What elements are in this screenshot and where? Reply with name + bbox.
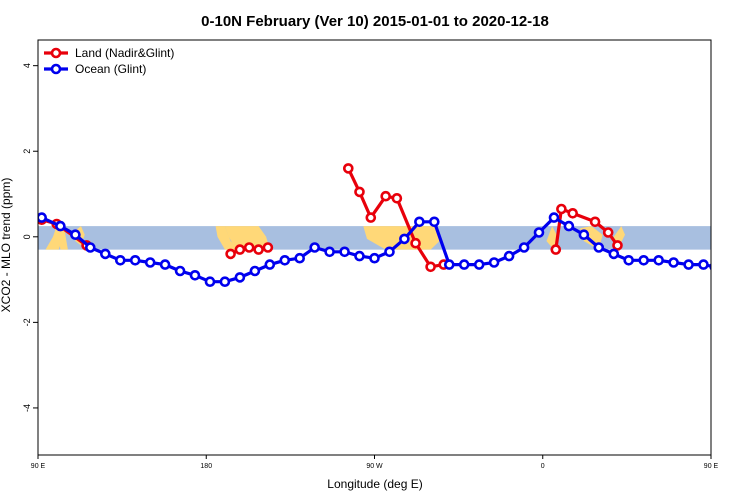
y-tick-label: 0: [22, 234, 32, 239]
ocean-point: [709, 263, 711, 271]
ocean-point: [593, 242, 605, 253]
land-point: [243, 242, 255, 253]
ocean-point: [70, 229, 81, 240]
land-point: [365, 212, 377, 223]
land-patch-5: [224, 226, 270, 250]
ocean-point: [115, 254, 126, 266]
land-point: [380, 190, 392, 202]
ocean-point: [294, 252, 306, 264]
ocean-point: [309, 242, 321, 253]
ocean-point: [638, 254, 650, 266]
ocean-point: [488, 257, 500, 268]
ocean-point: [518, 242, 530, 253]
ocean-point: [204, 276, 216, 288]
land-patch-2: [56, 226, 68, 250]
ocean-point: [548, 212, 560, 223]
ocean-point: [443, 259, 455, 270]
ocean-point: [428, 216, 440, 228]
legend-land-label: Land (Nadir&Glint): [75, 46, 174, 60]
ocean-point: [249, 265, 261, 277]
ocean-series-line-1: [41, 216, 711, 284]
land-patch-7: [546, 226, 558, 250]
land-point: [354, 186, 365, 198]
ocean-point: [129, 254, 141, 266]
ocean-point: [354, 250, 365, 262]
land-point: [567, 208, 579, 219]
land-patch-4: [215, 226, 240, 250]
ocean-point: [339, 246, 350, 258]
ocean-point: [608, 248, 620, 260]
ocean-point: [563, 220, 575, 232]
ocean-point: [144, 257, 156, 268]
land-point: [225, 248, 236, 260]
chart-title: 0-10N February (Ver 10) 2015-01-01 to 20…: [201, 13, 549, 30]
land-point: [550, 244, 562, 255]
ocean-point: [369, 252, 380, 264]
legend-ocean-label: Ocean (Glint): [75, 62, 146, 76]
ocean-point: [85, 242, 96, 253]
ocean-point: [668, 257, 679, 268]
x-tick-label: 90 E: [31, 463, 46, 470]
ocean-point: [399, 233, 410, 245]
ocean-point: [100, 248, 111, 260]
x-tick-label: 90 W: [366, 463, 383, 470]
ocean-point: [234, 272, 246, 283]
ocean-point: [219, 276, 231, 288]
land-point: [612, 240, 623, 251]
legend-ocean-marker: [50, 63, 62, 75]
x-tick-label: 180: [200, 463, 212, 470]
ocean-point: [189, 269, 201, 281]
x-axis-label: Longitude (deg E): [327, 477, 422, 491]
land-point: [391, 193, 403, 204]
y-tick-label: -4: [22, 404, 32, 412]
ocean-point: [458, 259, 470, 270]
ocean-point: [384, 246, 395, 258]
legend: Land (Nadir&Glint) Ocean (Glint): [44, 46, 174, 76]
ocean-point: [174, 265, 186, 277]
land-point: [262, 242, 274, 253]
ocean-point: [473, 259, 485, 270]
x-tick-label: 0: [541, 463, 545, 470]
land-point: [589, 216, 601, 228]
ocean-point: [414, 216, 425, 228]
ocean-point: [623, 254, 635, 266]
ocean-point: [698, 259, 709, 270]
ocean-point: [279, 254, 291, 266]
x-tick-label: 90 E: [704, 463, 719, 470]
ocean-point: [683, 259, 694, 270]
ocean-point: [653, 254, 665, 266]
ocean-point: [264, 259, 276, 270]
ocean-point: [578, 229, 590, 240]
land-point: [556, 203, 567, 215]
series-layer: [38, 163, 711, 288]
ocean-point: [503, 250, 515, 262]
y-tick-label: 4: [22, 63, 32, 68]
ocean-point: [159, 259, 171, 270]
land-point: [342, 163, 354, 174]
axes: -4 -2 0 2 4 90 E 180 90 W 0 90 E: [22, 39, 719, 470]
land-point: [602, 227, 614, 238]
ocean-point: [533, 227, 545, 238]
legend-land-marker: [50, 47, 62, 59]
land-point: [410, 237, 421, 249]
land-point: [253, 244, 264, 255]
y-tick-label: -2: [22, 318, 32, 326]
ocean-point: [38, 212, 47, 223]
y-tick-label: 2: [22, 149, 32, 154]
ocean-point: [55, 220, 66, 232]
ocean-point: [324, 246, 335, 258]
land-point: [234, 244, 246, 255]
y-axis-label: XCO2 - MLO trend (ppm): [0, 178, 13, 313]
land-point: [425, 261, 436, 273]
plot-area: [38, 163, 711, 288]
